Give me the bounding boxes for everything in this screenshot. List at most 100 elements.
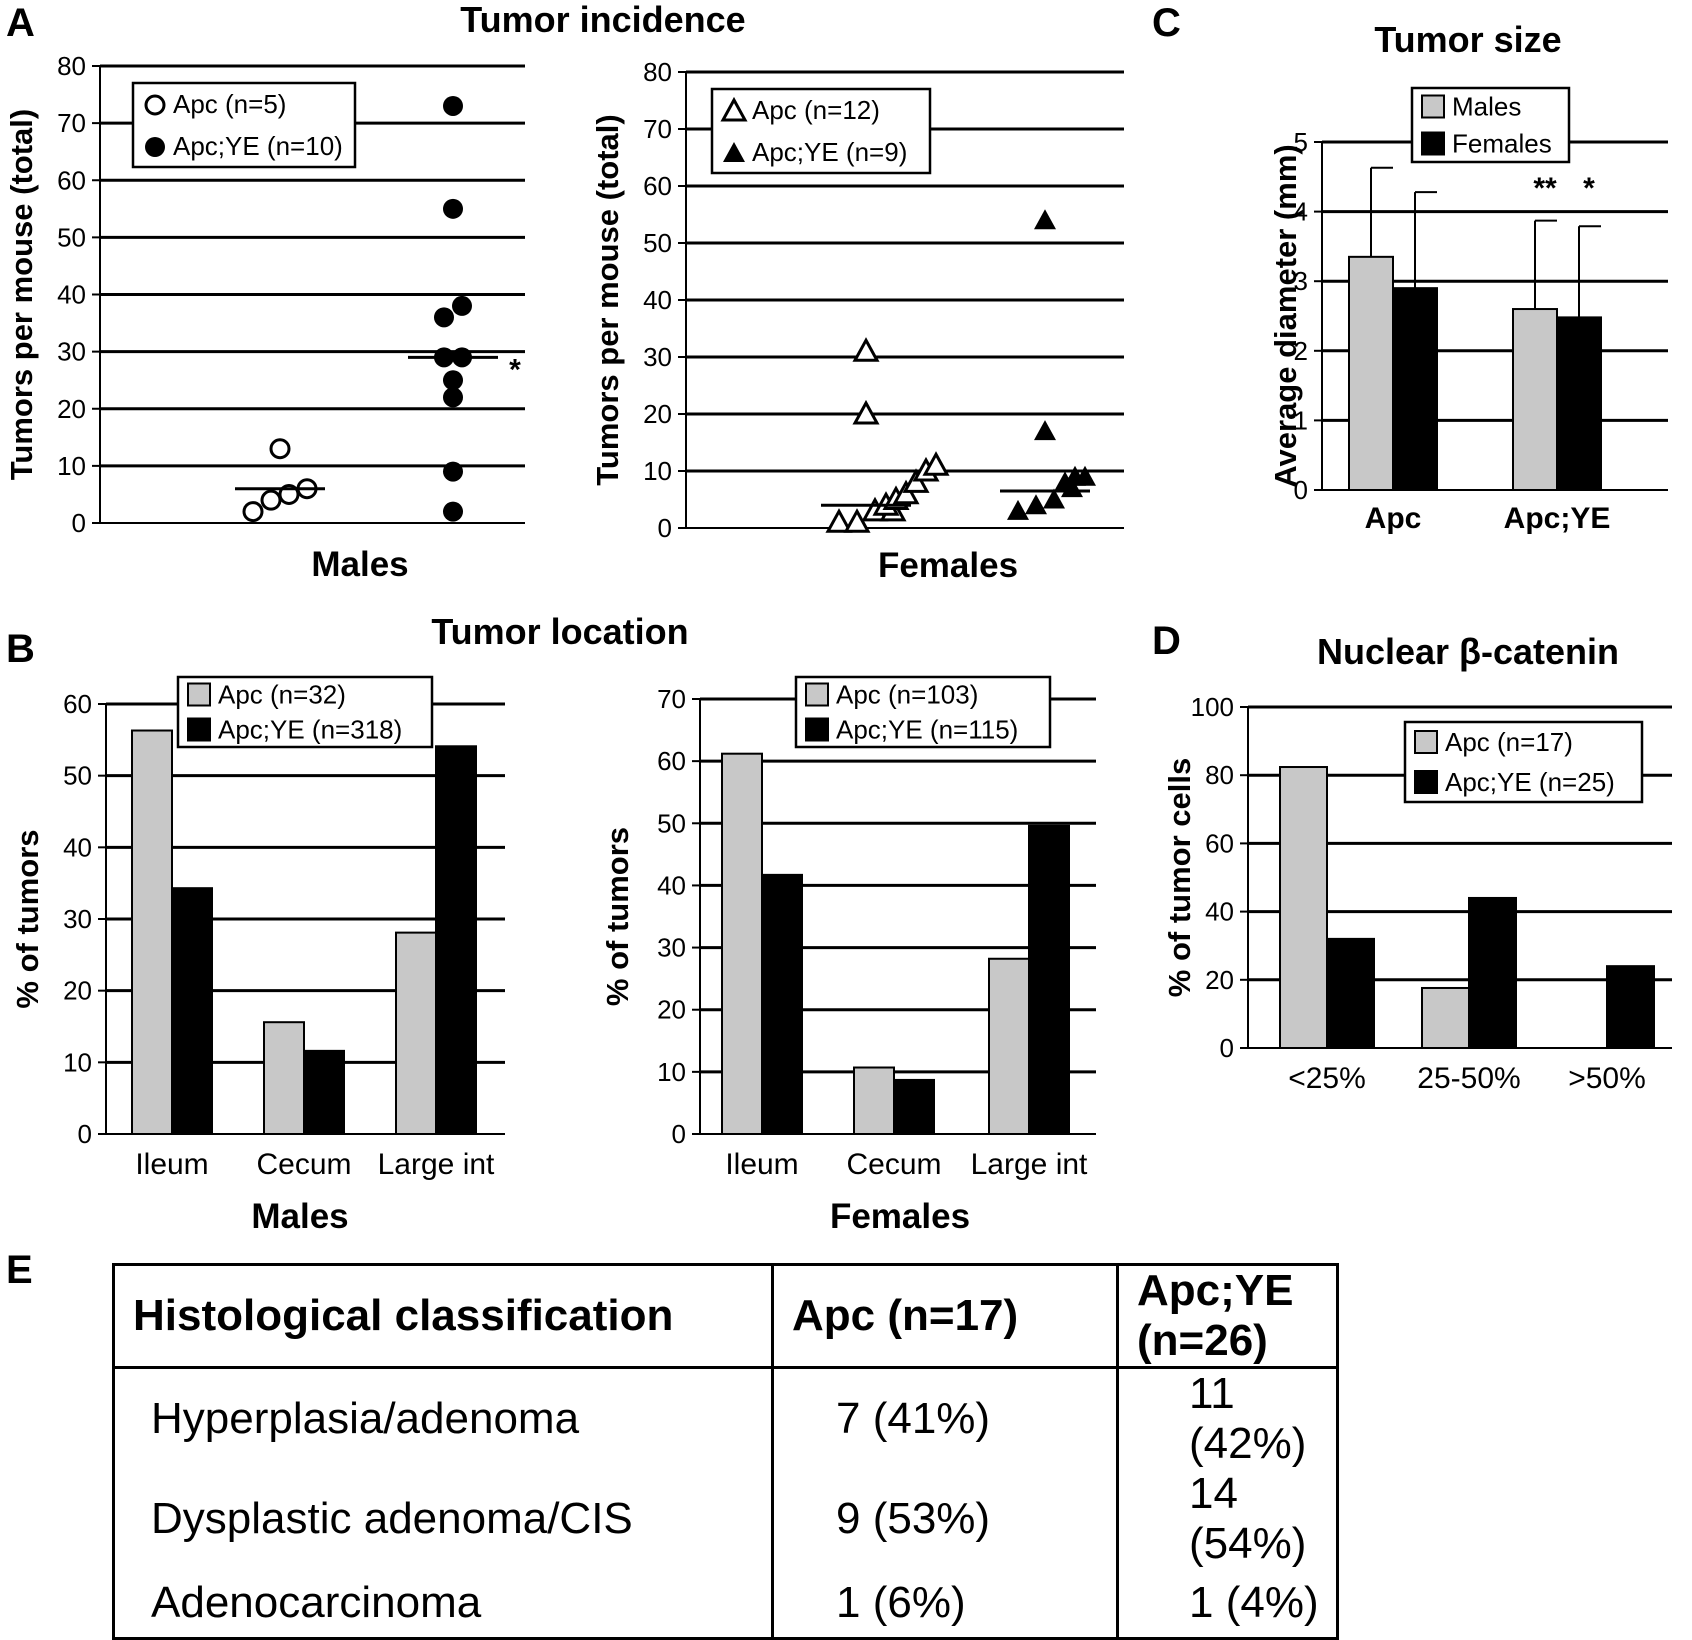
y-axis-label: Tumors per mouse (total) [4,109,39,480]
x-axis-label: Males [251,1197,348,1236]
y-tick-label: 50 [57,222,86,252]
data-point [443,198,463,219]
histology-table: Histological classification Apc (n=17) A… [112,1263,1339,1640]
bar [1512,308,1558,492]
legend-swatch [805,717,829,742]
table-cell-apc: 7 (41%) [771,1367,1118,1469]
data-point [852,337,880,362]
data-point [145,137,165,157]
x-tick-label: Ileum [135,1148,208,1181]
y-tick-label: 80 [57,51,86,81]
y-tick-label: 60 [657,746,686,776]
y-tick-label: 20 [63,976,92,1006]
y-tick-label: 80 [643,57,672,87]
table-header-apc: Apc (n=17) [771,1264,1118,1369]
y-tick-label: 3 [1294,266,1308,296]
panel-letter-b: B [6,627,35,671]
legend-label: Apc;YE (n=10) [173,131,343,161]
bar [988,957,1030,1135]
data-point [443,370,463,391]
table-cell-apc-ye: 14 (54%) [1116,1469,1338,1569]
table-row: Hyperplasia/adenoma 7 (41%) 11 (42%) [114,1367,1338,1469]
y-tick-label: 20 [657,995,686,1025]
bar [1468,896,1517,1050]
panel-a-title: Tumor incidence [460,0,745,40]
x-tick-label: Cecum [256,1148,351,1181]
x-tick-label: Apc [1365,502,1422,535]
y-tick-label: 30 [57,337,86,367]
x-axis-label: Females [830,1197,970,1236]
bar [1556,316,1602,491]
panel-letter-d: D [1152,619,1181,663]
legend-swatch [187,682,211,707]
data-point [723,142,745,162]
bar [853,1066,895,1136]
y-axis-label: Average diameter (mm) [1268,144,1303,487]
bar [131,729,173,1135]
y-tick-label: 70 [57,108,86,138]
significance-star: ** [1533,172,1557,205]
y-tick-label: 40 [657,870,686,900]
y-tick-label: 5 [1294,127,1308,157]
y-tick-label: 40 [1205,897,1234,927]
panel-letter-e: E [6,1248,33,1292]
bar [303,1049,345,1136]
y-tick-label: 60 [643,171,672,201]
legend-swatch [805,682,829,707]
significance-star: * [1583,172,1595,205]
data-point [1025,494,1047,515]
table-cell-apc: 9 (53%) [771,1469,1118,1569]
y-tick-label: 4 [1294,197,1308,227]
x-tick-label: 25-50% [1417,1062,1520,1095]
y-tick-label: 70 [657,684,686,714]
y-tick-label: 10 [63,1047,92,1077]
panel-letter-a: A [6,1,35,45]
table-row: Adenocarcinoma 1 (6%) 1 (4%) [114,1569,1338,1639]
legend-label: Apc (n=12) [752,95,880,125]
y-tick-label: 50 [657,808,686,838]
legend-swatch [1414,730,1438,754]
x-tick-label: Cecum [846,1148,941,1181]
legend-label: Apc (n=32) [218,680,346,710]
table-cell-apc: 1 (6%) [771,1569,1118,1639]
legend-swatch [187,717,211,742]
data-point [269,438,291,460]
data-point [1054,471,1076,492]
y-tick-label: 10 [643,456,672,486]
y-tick-label: 0 [1220,1033,1234,1063]
x-axis-label: Females [878,546,1018,585]
y-tick-label: 40 [643,285,672,315]
y-axis-label: % of tumors [10,829,45,1008]
y-tick-label: 30 [63,904,92,934]
table-cell-apc-ye: 11 (42%) [1116,1367,1338,1469]
x-tick-label: >50% [1568,1062,1646,1095]
panel-d-title: Nuclear β-catenin [1317,631,1619,672]
table-cell-apc-ye: 1 (4%) [1116,1569,1338,1639]
data-point [1043,488,1065,509]
y-tick-label: 40 [57,280,86,310]
data-point [443,461,463,482]
legend-swatch [1421,94,1445,119]
y-tick-label: 0 [78,1119,92,1149]
y-tick-label: 60 [1205,828,1234,858]
x-tick-label: Large int [378,1148,495,1181]
figure-canvas: A Tumor incidence C Tumor size B Tumor l… [4,0,1672,1236]
bar [395,931,437,1135]
y-tick-label: 0 [658,513,672,543]
table-row: Dysplastic adenoma/CIS 9 (53%) 14 (54%) [114,1469,1338,1569]
y-tick-label: 20 [57,394,86,424]
legend-box [176,675,434,749]
y-tick-label: 60 [57,165,86,195]
bar [1348,255,1394,491]
legend-box [131,81,357,169]
x-axis-label: Males [311,545,408,584]
legend-swatch [1414,770,1438,794]
legend-box [794,675,1052,749]
legend-label: Males [1452,92,1521,122]
x-tick-label: Ileum [725,1148,798,1181]
data-point [1074,465,1096,486]
data-point [443,387,463,408]
x-tick-label: Large int [971,1148,1088,1181]
data-point [1034,209,1056,230]
